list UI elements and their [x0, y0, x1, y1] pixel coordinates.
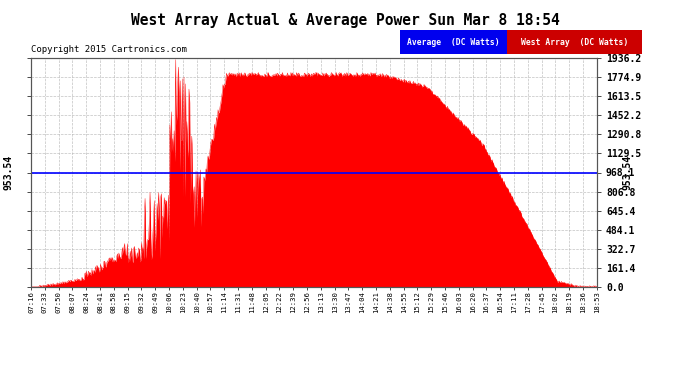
Text: West Array Actual & Average Power Sun Mar 8 18:54: West Array Actual & Average Power Sun Ma…: [130, 13, 560, 28]
Text: Average  (DC Watts): Average (DC Watts): [407, 38, 500, 47]
Text: 953.54: 953.54: [623, 155, 633, 190]
Text: West Array  (DC Watts): West Array (DC Watts): [521, 38, 628, 47]
Text: 953.54: 953.54: [4, 155, 14, 190]
Text: Copyright 2015 Cartronics.com: Copyright 2015 Cartronics.com: [31, 45, 187, 54]
